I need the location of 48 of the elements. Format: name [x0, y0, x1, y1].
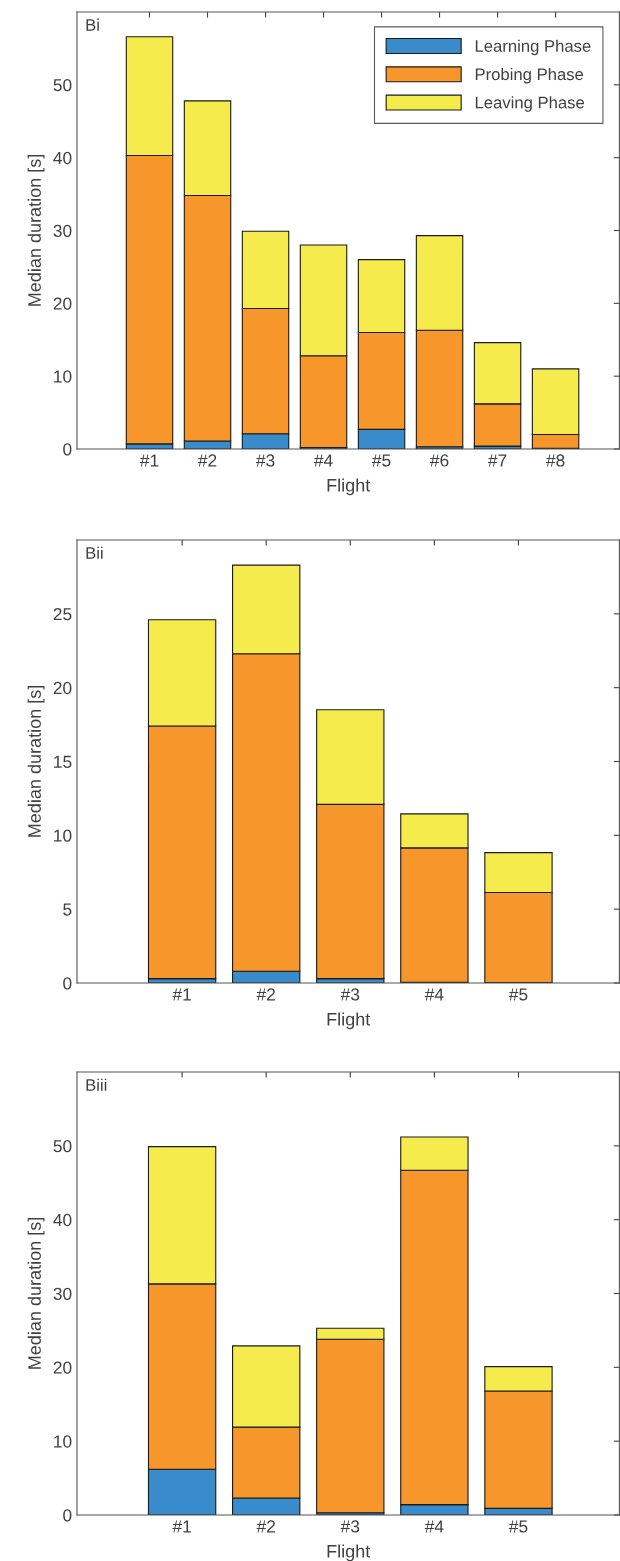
x-tick-label: #4: [424, 1520, 444, 1533]
annotation: Biii: [86, 1078, 107, 1091]
annotation: Bi: [86, 18, 99, 31]
y-tick-label: 40: [53, 1213, 72, 1227]
x-tick-label: #3: [255, 454, 275, 467]
y-tick-label: 10: [54, 370, 72, 383]
legend-label: Probing Phase: [475, 67, 584, 84]
x-axis-title: Flight: [327, 1544, 371, 1561]
x-tick-label: #7: [487, 454, 507, 467]
y-axis-title: Median duration [s]: [27, 686, 45, 837]
y-tick-label: 50: [53, 79, 72, 92]
y-tick-label: 0: [63, 1509, 72, 1522]
legend-label: Learning Phase: [475, 39, 591, 56]
x-tick-label: #4: [424, 988, 444, 1001]
x-axis-title: Flight: [327, 478, 371, 496]
y-tick-label: 0: [63, 443, 72, 456]
x-tick-label: #5: [371, 454, 391, 467]
y-tick-label: 10: [54, 1435, 72, 1448]
annotation: Bii: [86, 546, 103, 559]
x-tick-label: #2: [197, 454, 217, 467]
x-tick-label: #8: [545, 454, 565, 467]
x-axis-title: Flight: [327, 1012, 371, 1030]
x-tick-label: #2: [256, 1520, 275, 1533]
y-tick-label: 20: [53, 681, 72, 695]
x-tick-label: #6: [429, 454, 449, 467]
x-tick-label: #1: [172, 1520, 191, 1533]
y-axis-title: Median duration [s]: [27, 1218, 45, 1369]
y-tick-label: 40: [53, 151, 72, 165]
x-tick-label: #3: [340, 988, 360, 1001]
y-tick-label: 15: [54, 755, 72, 768]
x-tick-label: #2: [256, 988, 275, 1001]
x-tick-label: #5: [508, 1520, 528, 1533]
y-tick-label: 5: [63, 903, 72, 916]
y-tick-label: 20: [53, 297, 72, 310]
y-tick-label: 20: [53, 1361, 72, 1374]
y-tick-label: 10: [54, 829, 72, 842]
x-tick-label: #3: [340, 1520, 360, 1533]
y-tick-label: 0: [63, 977, 72, 990]
x-tick-label: #5: [508, 988, 528, 1001]
y-tick-label: 25: [53, 608, 72, 621]
y-axis-title: Median duration [s]: [27, 155, 45, 306]
x-tick-label: #1: [139, 454, 159, 467]
legend-label: Leaving Phase: [475, 96, 585, 112]
x-tick-label: #4: [313, 454, 333, 467]
y-tick-label: 30: [53, 224, 72, 237]
y-tick-label: 30: [53, 1287, 72, 1300]
y-tick-label: 50: [53, 1140, 72, 1153]
x-tick-label: #1: [172, 988, 191, 1001]
